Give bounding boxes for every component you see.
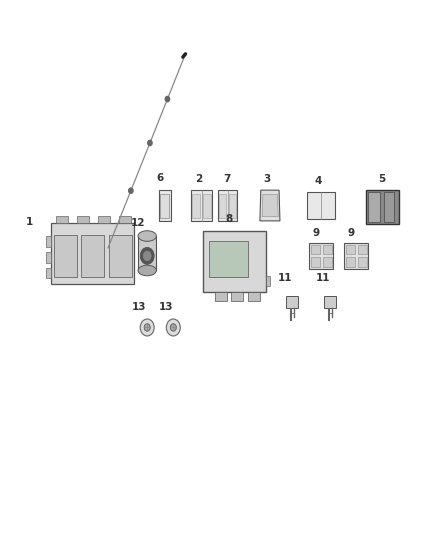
Bar [231, 292, 244, 301]
Bar [248, 292, 260, 301]
Text: 1: 1 [26, 217, 33, 227]
Text: 11: 11 [316, 273, 331, 284]
Bar [323, 257, 332, 266]
Circle shape [166, 319, 180, 336]
Bar [346, 257, 355, 266]
Bar [203, 195, 211, 217]
Circle shape [148, 140, 152, 146]
Bar [209, 241, 248, 277]
Bar [366, 190, 399, 224]
Text: 3: 3 [263, 174, 271, 184]
Bar [309, 243, 333, 269]
Bar [46, 252, 51, 263]
Circle shape [140, 247, 154, 264]
Bar [192, 195, 200, 217]
Text: 12: 12 [131, 218, 146, 228]
Circle shape [144, 324, 150, 331]
Circle shape [143, 251, 151, 261]
Bar [46, 236, 51, 247]
Polygon shape [262, 195, 278, 216]
Bar [307, 192, 336, 219]
Bar [229, 195, 236, 217]
Circle shape [140, 319, 154, 336]
Bar [159, 190, 171, 221]
Bar [324, 296, 336, 308]
Bar [215, 292, 227, 301]
Polygon shape [260, 190, 280, 221]
Bar [138, 236, 156, 270]
Bar [346, 245, 355, 254]
Bar [81, 235, 104, 277]
Bar [311, 245, 320, 254]
Bar [385, 192, 394, 222]
Ellipse shape [138, 231, 156, 241]
Ellipse shape [138, 265, 156, 276]
Bar [119, 216, 131, 223]
Text: 2: 2 [195, 174, 202, 184]
Text: 13: 13 [159, 302, 173, 312]
Bar [54, 235, 77, 277]
Bar [218, 190, 237, 221]
Circle shape [165, 96, 170, 102]
Bar [344, 243, 368, 269]
Bar [160, 194, 170, 218]
Bar [286, 296, 298, 308]
Bar [98, 216, 110, 223]
Bar [56, 216, 68, 223]
Text: 9: 9 [313, 228, 320, 238]
Bar [219, 195, 226, 217]
Text: 9: 9 [348, 228, 355, 238]
Text: 7: 7 [223, 174, 230, 184]
Circle shape [129, 188, 133, 193]
Circle shape [170, 324, 177, 331]
Bar [51, 223, 134, 284]
Bar [77, 216, 89, 223]
Bar [311, 257, 320, 266]
Bar [358, 257, 367, 266]
Text: 8: 8 [225, 214, 232, 224]
Text: 13: 13 [132, 302, 146, 312]
Bar [323, 245, 332, 254]
Bar [203, 231, 266, 292]
Text: 6: 6 [157, 173, 164, 183]
Bar [109, 235, 132, 277]
Text: 11: 11 [278, 273, 293, 284]
Bar [358, 245, 367, 254]
Text: 5: 5 [378, 174, 385, 183]
Bar [191, 190, 212, 221]
Bar [367, 192, 380, 222]
Bar [266, 276, 270, 286]
Bar [46, 268, 51, 278]
Text: 4: 4 [314, 176, 322, 186]
